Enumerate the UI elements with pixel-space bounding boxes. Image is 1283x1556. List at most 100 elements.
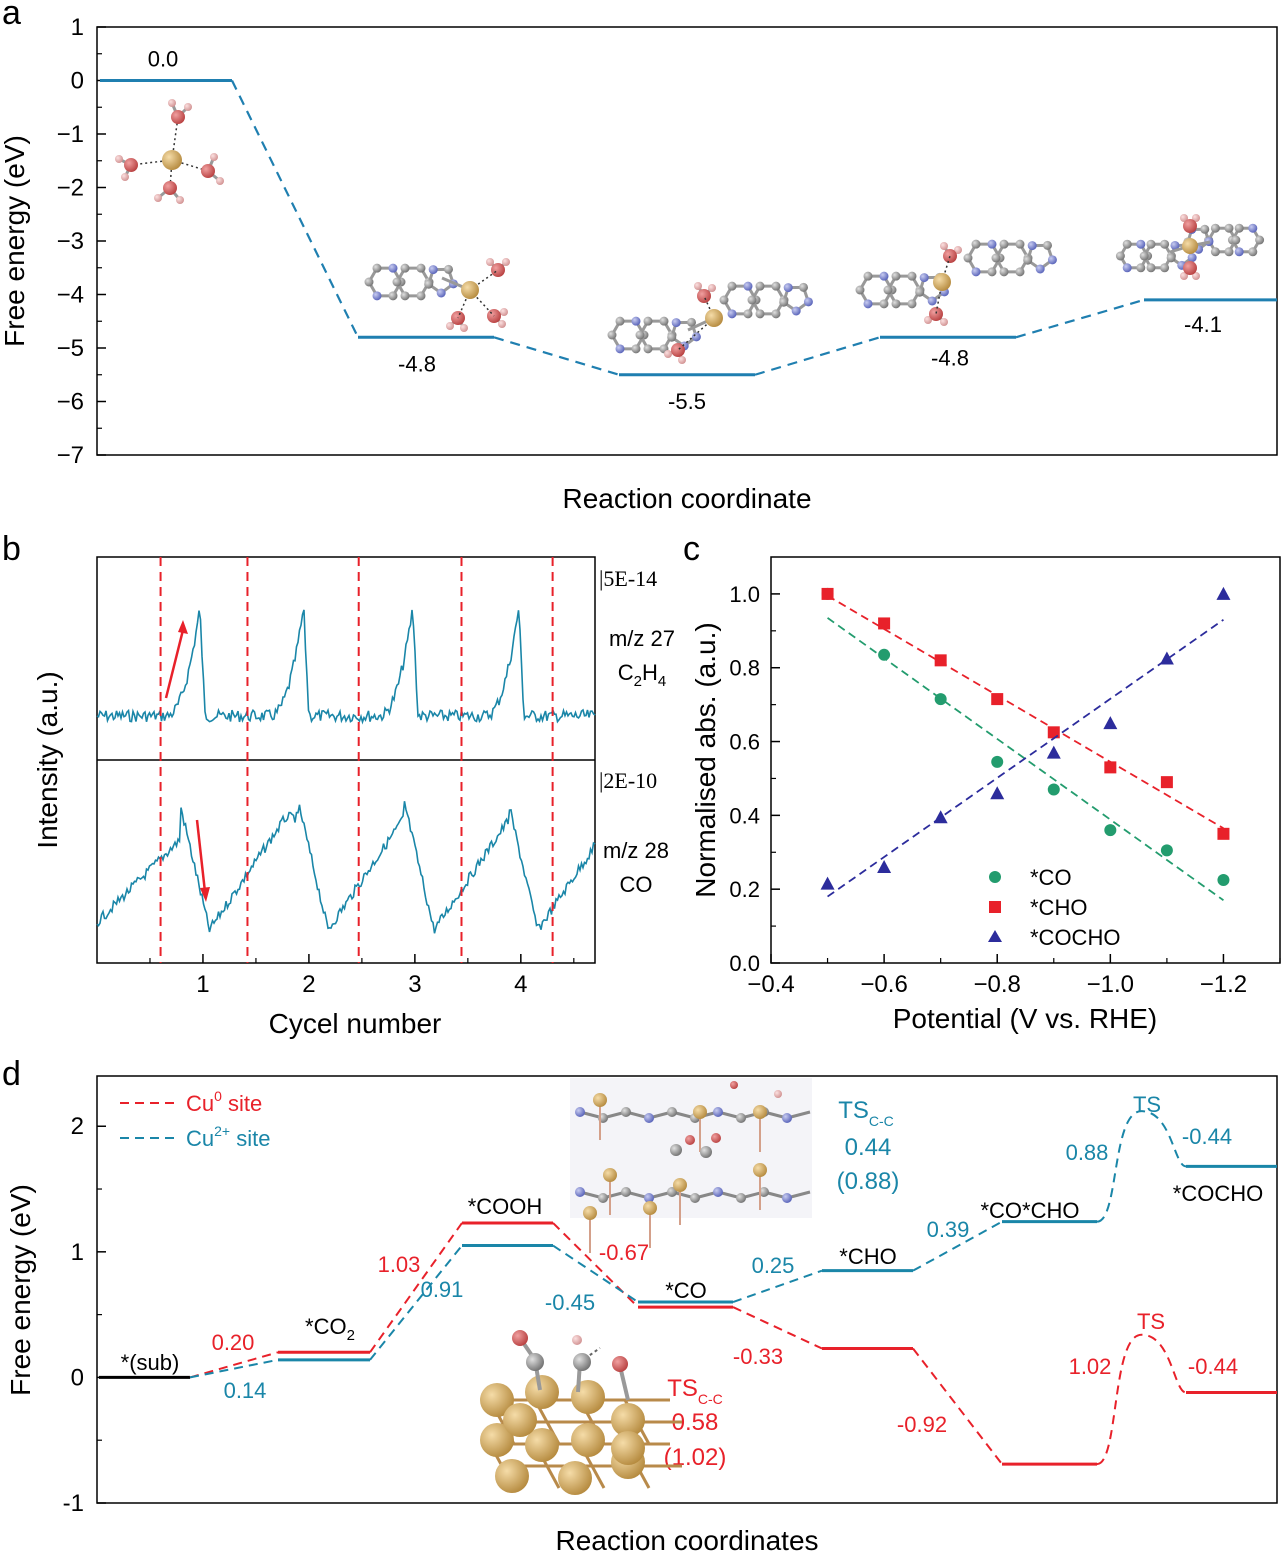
copper-atom bbox=[571, 1423, 605, 1457]
data-point-cocho bbox=[1216, 586, 1231, 600]
panel-c-y-axis-label: Normalised abs. (a.u.) bbox=[690, 622, 721, 897]
panel-d-frame bbox=[96, 1075, 1278, 1504]
panel-letter-c: c bbox=[683, 530, 700, 568]
ring-atom bbox=[1136, 239, 1146, 249]
ring-atom bbox=[436, 288, 446, 298]
data-point-cho bbox=[821, 587, 834, 600]
ring-atom bbox=[915, 287, 925, 297]
ring-atom bbox=[615, 344, 625, 354]
data-point-cho bbox=[991, 693, 1004, 706]
panel-c-frame bbox=[770, 556, 1281, 964]
ring-atom bbox=[1248, 223, 1258, 233]
svg-text:(0.88): (0.88) bbox=[837, 1168, 900, 1195]
oxygen-atom bbox=[124, 158, 138, 172]
trace-1-mz-label: m/z 27 bbox=[609, 626, 675, 651]
ring-atom bbox=[879, 271, 889, 281]
ring-atom bbox=[607, 330, 617, 340]
ring-atom bbox=[791, 306, 801, 316]
data-point-cho bbox=[1160, 776, 1173, 789]
panel-d-cu2-step-labels: 0.14 0.91 -0.45 0.25 0.39 0.88 -0.44 TS bbox=[224, 1092, 1232, 1403]
y-tick-label: 0 bbox=[71, 1364, 84, 1391]
panel-d: d 2 1 0 -1 Free energy (eV) Reaction coo… bbox=[2, 1055, 1278, 1556]
panel-d-y-ticks bbox=[97, 1125, 106, 1504]
legend-marker-cocho bbox=[988, 930, 1002, 942]
oxygen-atom bbox=[730, 1081, 738, 1089]
hydrogen-atom bbox=[694, 282, 702, 290]
ring-atom bbox=[719, 295, 729, 305]
energy-connector bbox=[1015, 298, 1145, 339]
svg-text:TSC-C: TSC-C bbox=[667, 1375, 723, 1407]
energy-connector bbox=[189, 1358, 279, 1379]
ring-atom bbox=[971, 239, 981, 249]
copper-atom bbox=[571, 1380, 605, 1414]
ring-atom bbox=[392, 277, 402, 287]
ligand-atom bbox=[621, 1187, 631, 1197]
state-label-cocho: *COCHO bbox=[1173, 1181, 1263, 1206]
hydrogen-atom bbox=[498, 320, 506, 328]
ring-atom bbox=[1027, 241, 1037, 251]
copper-atom bbox=[583, 1206, 597, 1220]
ligand-atom bbox=[690, 1193, 700, 1203]
y-tick-label: −3 bbox=[57, 228, 84, 255]
hydrogen-atom bbox=[1192, 272, 1200, 280]
ring-atom bbox=[631, 344, 641, 354]
copper-atom bbox=[162, 150, 182, 170]
ring-atom bbox=[963, 253, 973, 263]
panel-b-y-axis-label: Intensity (a.u.) bbox=[32, 671, 63, 848]
hydrogen-atom bbox=[572, 1335, 582, 1345]
panel-a-x-axis-label: Reaction coordinate bbox=[562, 483, 811, 514]
panel-d-y-tick-labels: 2 1 0 -1 bbox=[63, 1113, 84, 1517]
y-tick-label: 0.6 bbox=[729, 730, 760, 755]
ring-atom bbox=[747, 295, 757, 305]
ligand-atom bbox=[575, 1107, 585, 1117]
metal-bond bbox=[545, 1465, 561, 1489]
copper-atom bbox=[705, 309, 723, 327]
ring-atom bbox=[643, 344, 653, 354]
ring-atom bbox=[727, 281, 737, 291]
carbon-atom bbox=[573, 1353, 591, 1371]
ligand-atom bbox=[598, 1193, 608, 1203]
copper-atom bbox=[480, 1423, 514, 1457]
energy-connector bbox=[493, 336, 620, 376]
ring-atom bbox=[388, 263, 398, 273]
copper-atom bbox=[593, 1093, 607, 1107]
x-tick-label: 4 bbox=[514, 971, 527, 998]
hydrogen-atom bbox=[184, 103, 192, 111]
data-point-cocho bbox=[1103, 716, 1118, 730]
data-point-co bbox=[934, 693, 947, 706]
oxygen-atom bbox=[1183, 261, 1197, 275]
copper-atom bbox=[1182, 238, 1198, 254]
panel-d-structure-images bbox=[480, 1078, 812, 1495]
ring-atom bbox=[1115, 251, 1125, 261]
oxygen-atom bbox=[201, 164, 215, 178]
panel-b-x-tick-labels: 1 2 3 4 bbox=[196, 971, 527, 998]
data-point-cocho bbox=[820, 876, 835, 890]
ring-atom bbox=[1136, 263, 1146, 273]
ligand-atom bbox=[759, 1187, 769, 1197]
ring-atom bbox=[671, 318, 681, 328]
ring-atom bbox=[1122, 239, 1132, 249]
ts-annotation-cu0: TSC-C 0.58 (1.02) bbox=[664, 1375, 727, 1471]
ring-atom bbox=[372, 291, 382, 301]
ring-atom bbox=[803, 297, 813, 307]
copper-atom bbox=[693, 1105, 707, 1119]
ring-atom bbox=[1146, 239, 1156, 249]
state-label-cooh: *COOH bbox=[468, 1194, 543, 1219]
oxygen-atom bbox=[929, 307, 943, 321]
ring-atom bbox=[659, 316, 669, 326]
arrow-up-head bbox=[178, 620, 188, 634]
ring-atom bbox=[400, 263, 410, 273]
ligand-atom bbox=[713, 1187, 723, 1197]
step-label: 0.14 bbox=[224, 1378, 267, 1403]
copper-atom bbox=[461, 281, 479, 299]
state-label-co: *CO bbox=[665, 1278, 707, 1303]
hydrogen-atom bbox=[115, 155, 123, 163]
panel-letter-b: b bbox=[2, 530, 21, 568]
panel-b-dividers bbox=[159, 557, 554, 963]
step-label: -0.44 bbox=[1182, 1124, 1232, 1149]
hydrogen-atom bbox=[216, 177, 224, 185]
y-tick-label: −7 bbox=[57, 442, 84, 469]
ring-atom bbox=[400, 291, 410, 301]
oxygen-atom bbox=[171, 110, 185, 124]
panel-c-legend: *CO *CHO *COCHO bbox=[988, 865, 1120, 950]
